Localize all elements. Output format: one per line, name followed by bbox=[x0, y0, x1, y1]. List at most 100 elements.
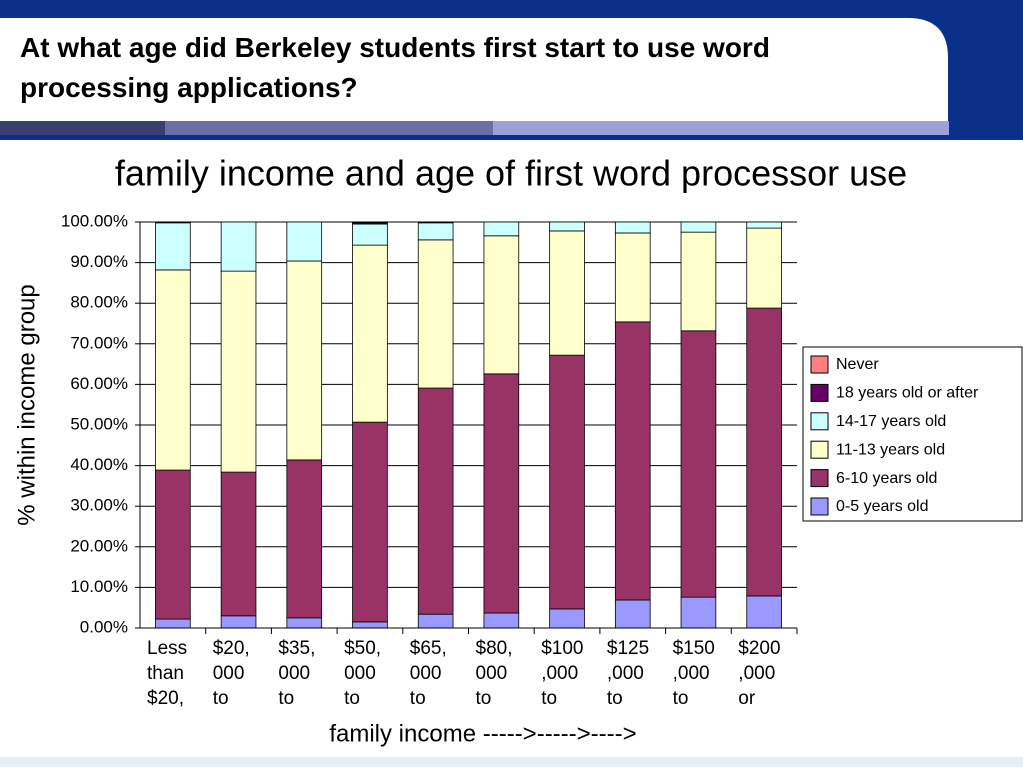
bar-segment bbox=[549, 354, 585, 610]
x-tick-label: ,000 bbox=[607, 663, 644, 684]
x-tick-label: to bbox=[541, 688, 557, 709]
x-tick-label: to bbox=[673, 688, 689, 709]
bar-segment bbox=[549, 230, 585, 356]
x-tick-label: to bbox=[410, 688, 426, 709]
legend-swatch bbox=[810, 497, 829, 516]
x-tick-label: to bbox=[278, 688, 294, 709]
bar-segment bbox=[155, 222, 191, 271]
bar-segment bbox=[155, 221, 191, 224]
x-tick-label: 000 bbox=[344, 663, 376, 684]
bar-segment bbox=[680, 221, 717, 233]
bar-segment bbox=[155, 618, 191, 629]
legend-label: 11-13 years old bbox=[836, 441, 945, 458]
stripe bbox=[493, 121, 949, 135]
x-tick-label: to bbox=[607, 688, 623, 709]
bar-segment bbox=[614, 599, 651, 629]
bar-segment bbox=[483, 221, 520, 237]
y-tick-label: 10.00% bbox=[70, 577, 128, 596]
x-tick-label: 000 bbox=[213, 663, 245, 684]
bar-segment bbox=[155, 269, 191, 471]
x-tick-label: 000 bbox=[476, 663, 508, 684]
legend-label: 6-10 years old bbox=[836, 470, 937, 487]
legend-swatch bbox=[810, 355, 829, 374]
bar-segment bbox=[614, 232, 651, 323]
y-tick-label: 60.00% bbox=[70, 374, 128, 393]
x-tick-label: $125 bbox=[607, 638, 649, 659]
x-tick-label: $20, bbox=[147, 688, 184, 709]
x-tick-label: ,000 bbox=[673, 663, 710, 684]
x-tick-label: $80, bbox=[476, 638, 513, 659]
bar-segment bbox=[746, 307, 782, 597]
bar-segment bbox=[220, 471, 257, 617]
bar-segment bbox=[352, 244, 388, 423]
x-tick-label: to bbox=[213, 688, 229, 709]
x-tick-label: to bbox=[476, 688, 492, 709]
y-tick-label: 30.00% bbox=[70, 496, 128, 515]
legend-swatch bbox=[810, 440, 829, 459]
x-tick-label: $20, bbox=[213, 638, 250, 659]
bar-segment bbox=[746, 221, 782, 229]
bar-segment bbox=[220, 221, 257, 272]
bar-segment bbox=[614, 321, 651, 601]
bar-segment bbox=[286, 459, 323, 619]
legend-label: Never bbox=[836, 356, 879, 373]
x-tick-label: 000 bbox=[278, 663, 310, 684]
x-tick-label: $50, bbox=[344, 638, 381, 659]
bar-segment bbox=[352, 223, 388, 246]
y-tick-label: 40.00% bbox=[70, 455, 128, 474]
bar-segment bbox=[483, 612, 520, 629]
y-tick-label: 80.00% bbox=[70, 293, 128, 312]
x-tick-label: ,000 bbox=[738, 663, 775, 684]
y-tick-label: 20.00% bbox=[70, 536, 128, 555]
stripe bbox=[165, 121, 493, 135]
bar-segment bbox=[286, 617, 323, 629]
x-axis-label: family income ----->----->----> bbox=[329, 720, 636, 747]
y-tick-label: 50.00% bbox=[70, 414, 128, 433]
x-tick-label: than bbox=[147, 663, 184, 684]
bar-segment bbox=[417, 221, 454, 224]
bar-segment bbox=[746, 227, 782, 309]
chart-title: family income and age of first word proc… bbox=[115, 153, 907, 194]
y-tick-label: 0.00% bbox=[80, 617, 128, 636]
legend-swatch bbox=[810, 383, 829, 402]
legend-label: 14-17 years old bbox=[836, 413, 946, 430]
bar-segment bbox=[155, 469, 191, 620]
x-tick-label: $35, bbox=[278, 638, 315, 659]
slide-title: At what age did Berkeley students first … bbox=[20, 32, 770, 103]
bar-segment bbox=[417, 222, 454, 241]
legend-swatch bbox=[810, 412, 829, 431]
x-tick-label: 000 bbox=[410, 663, 442, 684]
bar-segment bbox=[352, 421, 388, 623]
slide-title-line: At what age did Berkeley students first … bbox=[20, 32, 770, 63]
x-tick-label: Less bbox=[147, 638, 187, 659]
y-tick-label: 90.00% bbox=[70, 252, 128, 271]
bar-segment bbox=[549, 608, 585, 629]
bar-segment bbox=[680, 330, 717, 598]
bar-segment bbox=[220, 615, 257, 629]
bar-segment bbox=[286, 221, 323, 262]
bar-segment bbox=[680, 231, 717, 332]
legend-label: 18 years old or after bbox=[836, 385, 979, 402]
y-axis-label: % within income group bbox=[13, 284, 40, 525]
footer bbox=[0, 757, 1023, 767]
bar-segment bbox=[417, 239, 454, 389]
bar-segment bbox=[286, 260, 323, 461]
slide-title-line: processing applications? bbox=[20, 72, 358, 103]
title-panel bbox=[0, 18, 948, 121]
y-tick-label: 70.00% bbox=[70, 333, 128, 352]
bar-segment bbox=[352, 621, 388, 629]
x-tick-label: ,000 bbox=[541, 663, 578, 684]
x-tick-label: $100 bbox=[541, 638, 583, 659]
bar-segment bbox=[614, 221, 651, 234]
bar-segment bbox=[220, 270, 257, 473]
bar-segment bbox=[680, 596, 717, 629]
bar-segment bbox=[483, 373, 520, 614]
bar-segment bbox=[417, 387, 454, 615]
x-tick-label: or bbox=[738, 688, 756, 709]
bar-segment bbox=[746, 595, 782, 629]
bar-segment bbox=[352, 221, 388, 224]
bar-segment bbox=[417, 613, 454, 629]
legend-box bbox=[802, 346, 1023, 522]
y-tick-label: 100.00% bbox=[61, 211, 128, 230]
